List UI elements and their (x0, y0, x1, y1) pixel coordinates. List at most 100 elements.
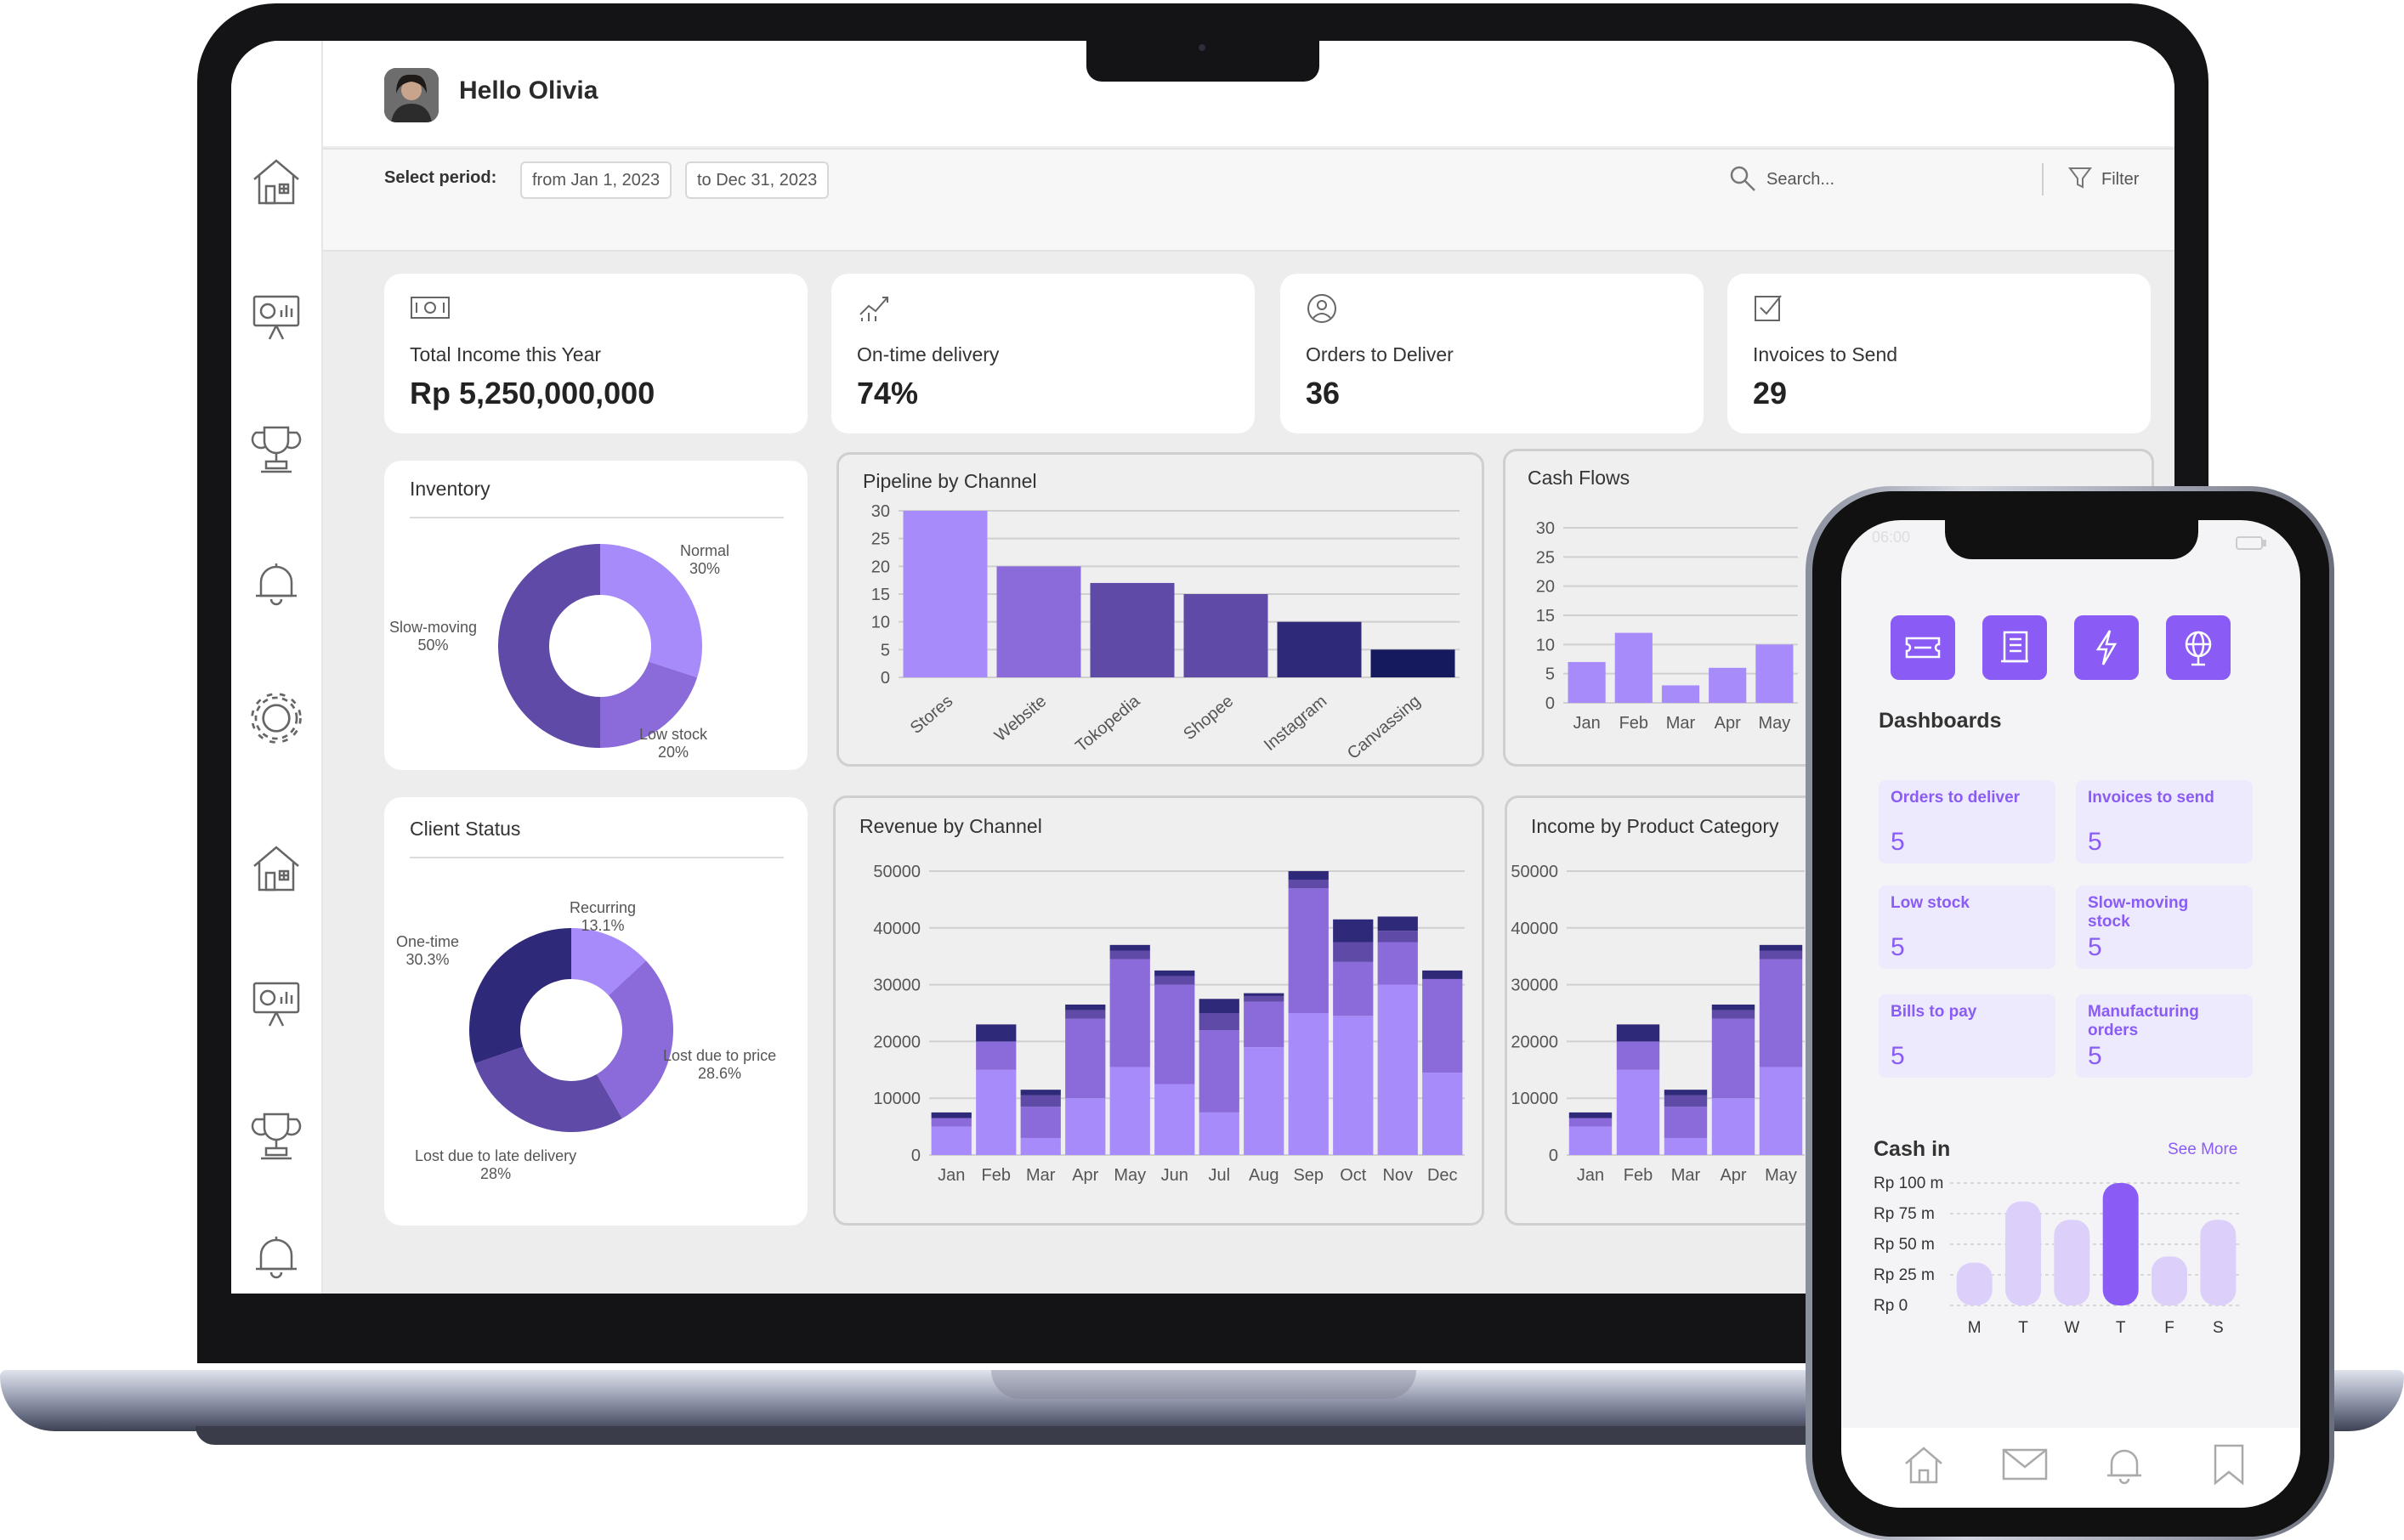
x-tick-label: Apr (1720, 1166, 1746, 1185)
bar-segment (1199, 999, 1239, 1013)
bar-segment (1664, 1137, 1708, 1155)
inventory-chart (498, 544, 702, 748)
trophy-icon[interactable] (241, 415, 311, 484)
bar (1568, 661, 1606, 703)
kpi-card-delivery: On-time delivery 74% (831, 274, 1255, 433)
bell-icon[interactable] (241, 549, 311, 619)
tile-label: Invoices to send (2088, 789, 2214, 807)
bar-segment (1020, 1090, 1061, 1096)
tile-invoices-to-send[interactable]: Invoices to send 5 (2076, 780, 2253, 863)
bell-icon[interactable] (2103, 1443, 2146, 1486)
card-title: Client Status (410, 818, 521, 840)
x-tick-label: May (1114, 1166, 1146, 1185)
kpi-label: Total Income this Year (410, 343, 602, 365)
cashflow-chart: 30 25 20 15 10 5 0 Jan Feb Mar Apr May (1536, 519, 1798, 733)
tile-low-stock[interactable]: Low stock 5 (1879, 886, 2055, 969)
bar-segment (1244, 1047, 1284, 1155)
bar-segment (1568, 1126, 1613, 1155)
date-from-input[interactable]: from Jan 1, 2023 (520, 161, 672, 199)
lightning-icon[interactable] (2074, 615, 2139, 680)
house-icon[interactable] (241, 833, 311, 903)
tile-manufacturing-orders[interactable]: Manufacturing orders 5 (2076, 994, 2253, 1078)
money-icon (410, 294, 451, 321)
kpi-value: 29 (1753, 376, 1788, 410)
search-input[interactable]: Search... (1766, 170, 1835, 189)
period-label: Select period: (384, 168, 497, 187)
document-icon[interactable] (1982, 615, 2047, 680)
revenue-card: Revenue by Channel 50000 40000 30000 20000 1… (833, 795, 1484, 1226)
bar-segment (1288, 888, 1329, 1013)
bar-segment (1199, 1013, 1239, 1031)
client-status-chart (469, 928, 673, 1132)
bar (1370, 649, 1455, 677)
bar-segment (1711, 1004, 1755, 1011)
x-tick-label: Jun (1161, 1166, 1188, 1185)
checkbox-icon (1753, 292, 1783, 323)
y-tick-label: 20000 (873, 1033, 921, 1051)
kpi-card-income: Total Income this Year Rp 5,250,000,000 (384, 274, 808, 433)
filter-icon[interactable] (2067, 165, 2093, 190)
bar-segment (1759, 959, 1803, 1067)
slice-label-normal: Normal 30% (680, 542, 730, 577)
income-category-chart: 50000 40000 30000 20000 10000 0 Jan Feb Mar Apr Ma… (1511, 863, 1805, 1185)
bar-segment (1244, 1001, 1284, 1048)
slice-label-slow-moving: Slow-moving 50% (389, 619, 478, 654)
pie-slice (600, 661, 698, 748)
y-tick-label: 0 (911, 1147, 921, 1165)
inventory-card: Inventory Normal 30% Low stock 20% Slow-mo… (384, 461, 808, 770)
y-tick-label: Rp 75 m (1874, 1205, 1935, 1223)
home-icon[interactable] (1902, 1443, 1945, 1486)
laptop-foot (196, 1426, 2208, 1445)
bar-segment (1711, 1098, 1755, 1155)
card-title: Income by Product Category (1531, 815, 1779, 837)
tile-orders-to-deliver[interactable]: Orders to deliver 5 (1879, 780, 2055, 863)
x-tick-label: Shopee (1180, 692, 1237, 744)
bar-segment (1664, 1095, 1708, 1107)
bar-segment (1244, 995, 1284, 1002)
bar (1277, 621, 1362, 677)
x-tick-label: Dec (1427, 1166, 1458, 1185)
ticket-icon[interactable] (1891, 615, 1955, 680)
bookmark-icon[interactable] (2210, 1443, 2248, 1486)
bottom-nav (1841, 1428, 2300, 1508)
y-tick-label: 5 (881, 641, 890, 660)
avatar[interactable] (384, 68, 439, 122)
see-more-link[interactable]: See More (2168, 1141, 2238, 1158)
mail-icon[interactable] (2001, 1445, 2049, 1484)
house-icon[interactable] (241, 146, 311, 216)
tile-bills-to-pay[interactable]: Bills to pay 5 (1879, 994, 2055, 1078)
presentation-chart-icon[interactable] (241, 967, 311, 1037)
pie-slice (596, 960, 673, 1119)
bar (1709, 667, 1747, 703)
date-to-input[interactable]: to Dec 31, 2023 (685, 161, 830, 199)
bar-segment (976, 1024, 1017, 1042)
bar (1090, 582, 1175, 677)
y-tick-label: 20 (1536, 578, 1555, 597)
kpi-value: 36 (1306, 376, 1341, 410)
phone-notch (1945, 520, 2198, 559)
presentation-chart-icon[interactable] (241, 280, 311, 350)
bar (903, 511, 988, 677)
gear-icon[interactable] (241, 683, 311, 753)
tile-slow-moving-stock[interactable]: Slow-moving stock 5 (2076, 886, 2253, 969)
x-tick-label: Tokopedia (1072, 691, 1144, 756)
y-tick-label: 50000 (1511, 863, 1558, 881)
divider (410, 857, 784, 858)
search-icon[interactable] (1727, 163, 1758, 194)
trophy-icon[interactable] (241, 1101, 311, 1171)
bar-segment (1711, 1018, 1755, 1099)
globe-icon[interactable] (2166, 615, 2231, 680)
bar-segment (1377, 931, 1418, 943)
x-tick-label: Nov (1382, 1166, 1413, 1185)
y-tick-label: 30000 (873, 977, 921, 995)
x-tick-label: F (2164, 1319, 2174, 1336)
x-tick-label: S (2213, 1319, 2224, 1336)
filter-button[interactable]: Filter (2101, 170, 2140, 189)
y-tick-label: 10 (871, 614, 890, 632)
bar-segment (1288, 1013, 1329, 1155)
bar-segment (1065, 1010, 1106, 1019)
card-title: Cash Flows (1528, 467, 1630, 489)
bell-icon[interactable] (241, 1222, 311, 1292)
x-tick-label: Instagram (1261, 692, 1330, 755)
y-tick-label: 25 (1536, 548, 1555, 567)
